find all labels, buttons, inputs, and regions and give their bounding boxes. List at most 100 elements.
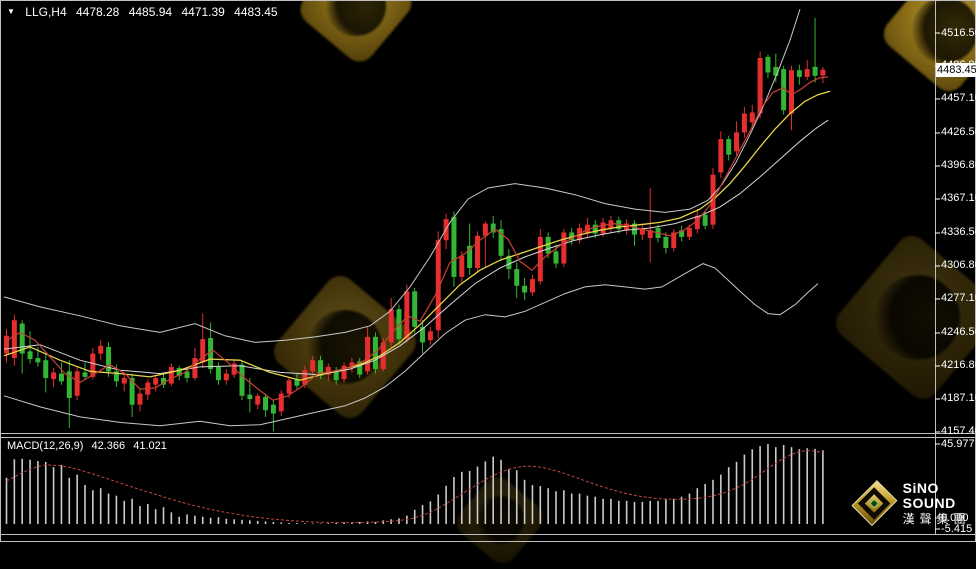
candlestick bbox=[325, 366, 331, 375]
candlestick bbox=[357, 361, 363, 375]
candlestick bbox=[757, 57, 763, 114]
price-tick-label: 4277.10 bbox=[941, 292, 976, 305]
candlestick bbox=[498, 229, 504, 256]
chart-title: ▼ LLG,H4 4478.28 4485.94 4471.39 4483.45 bbox=[7, 5, 284, 19]
candlestick bbox=[208, 337, 214, 370]
candlestick bbox=[106, 346, 112, 372]
candlestick bbox=[129, 377, 135, 405]
candlestick bbox=[404, 291, 410, 340]
candlestick bbox=[765, 56, 771, 73]
macd-name: MACD(12,26,9) bbox=[7, 440, 84, 452]
candlestick bbox=[427, 331, 433, 341]
candlestick bbox=[161, 377, 166, 385]
macd-main-value: 42.366 bbox=[91, 440, 126, 452]
candlestick bbox=[435, 240, 441, 331]
ma_fast_red-line bbox=[3, 76, 829, 401]
candlestick bbox=[43, 360, 49, 378]
candlestick bbox=[349, 362, 355, 367]
candlestick bbox=[121, 377, 127, 384]
candlestick bbox=[153, 377, 159, 385]
candlestick bbox=[310, 360, 316, 372]
current-price-tag: 4483.45 bbox=[936, 62, 976, 77]
candlestick bbox=[4, 335, 9, 354]
macd-signal-value: 41.021 bbox=[133, 440, 167, 452]
candlestick bbox=[200, 339, 206, 363]
candlestick bbox=[537, 236, 543, 282]
candlestick bbox=[773, 66, 779, 76]
macd-scale-min: -5.415 bbox=[941, 523, 973, 535]
candlestick bbox=[796, 70, 802, 77]
candlestick bbox=[624, 223, 630, 231]
candlestick bbox=[278, 393, 284, 412]
candlestick bbox=[66, 371, 72, 398]
candlestick bbox=[789, 70, 794, 114]
price-tick-label: 4367.10 bbox=[941, 192, 976, 205]
candlestick bbox=[679, 230, 685, 237]
candlestick bbox=[686, 227, 692, 237]
candlestick bbox=[514, 269, 520, 286]
price-tick-label: 4157.40 bbox=[941, 425, 976, 438]
price-tick-label: 4457.10 bbox=[941, 92, 976, 105]
price-tick-label: 4187.10 bbox=[941, 392, 976, 405]
price-tick-label: 4306.80 bbox=[941, 259, 976, 272]
candlestick bbox=[372, 336, 378, 370]
sino-sound-logo: SiNO SOUND 漢聲集團 bbox=[851, 479, 976, 527]
ma_slow_yellow-line bbox=[3, 90, 831, 381]
candlestick bbox=[98, 345, 104, 354]
candlestick bbox=[333, 371, 339, 381]
candlestick bbox=[663, 236, 669, 248]
candlestick bbox=[58, 373, 64, 382]
bollinger_upper-line bbox=[3, 8, 801, 343]
candlestick bbox=[506, 255, 512, 270]
candlestick bbox=[239, 364, 245, 396]
candlestick bbox=[671, 232, 677, 248]
chevron-down-icon[interactable]: ▼ bbox=[7, 7, 15, 16]
macd-scale-zero: 0.000 bbox=[941, 512, 969, 524]
symbol-period-label: LLG,H4 bbox=[25, 5, 67, 19]
candlestick bbox=[592, 224, 598, 234]
candlestick bbox=[459, 255, 465, 277]
candlestick bbox=[113, 371, 119, 382]
candlestick bbox=[168, 366, 174, 384]
candlestick bbox=[412, 291, 418, 327]
candlestick bbox=[286, 380, 292, 394]
candlestick bbox=[553, 251, 559, 264]
candlestick bbox=[545, 236, 551, 254]
candlestick bbox=[529, 279, 535, 293]
candlestick bbox=[270, 404, 276, 414]
candlestick bbox=[318, 360, 323, 376]
candlestick bbox=[19, 323, 25, 354]
candlestick bbox=[396, 309, 402, 340]
candlestick bbox=[35, 357, 41, 363]
candlestick bbox=[561, 232, 567, 264]
candlestick bbox=[74, 371, 80, 396]
candlestick bbox=[522, 285, 528, 293]
candlestick bbox=[51, 372, 57, 380]
candlestick bbox=[584, 224, 590, 234]
candlestick bbox=[475, 235, 480, 268]
high-value: 4485.94 bbox=[128, 5, 173, 19]
candlestick bbox=[639, 227, 645, 235]
candlestick bbox=[726, 139, 732, 155]
candlestick bbox=[647, 230, 653, 238]
chart-canvas[interactable] bbox=[0, 0, 976, 542]
candlestick bbox=[176, 367, 182, 376]
candlestick bbox=[490, 223, 496, 233]
bollinger_lower-line bbox=[3, 263, 819, 427]
low-value: 4471.39 bbox=[181, 5, 225, 19]
bollinger_middle-line bbox=[3, 119, 829, 376]
candlestick bbox=[702, 214, 708, 226]
open-value: 4478.28 bbox=[75, 5, 120, 19]
price-tick-label: 4246.50 bbox=[941, 326, 976, 339]
candlestick bbox=[694, 215, 700, 230]
candlestick bbox=[781, 69, 787, 111]
trading-chart-window: ▼ LLG,H4 4478.28 4485.94 4471.39 4483.45… bbox=[0, 0, 976, 542]
brand-name: SiNO SOUND bbox=[902, 479, 956, 511]
candlestick bbox=[388, 309, 394, 343]
candlestick bbox=[600, 222, 606, 234]
candlestick bbox=[812, 66, 818, 76]
price-tick-label: 4396.80 bbox=[941, 159, 976, 172]
candlestick bbox=[11, 320, 17, 358]
macd-indicator-label: MACD(12,26,9) 42.366 41.021 bbox=[7, 440, 172, 452]
candlestick bbox=[137, 393, 143, 405]
